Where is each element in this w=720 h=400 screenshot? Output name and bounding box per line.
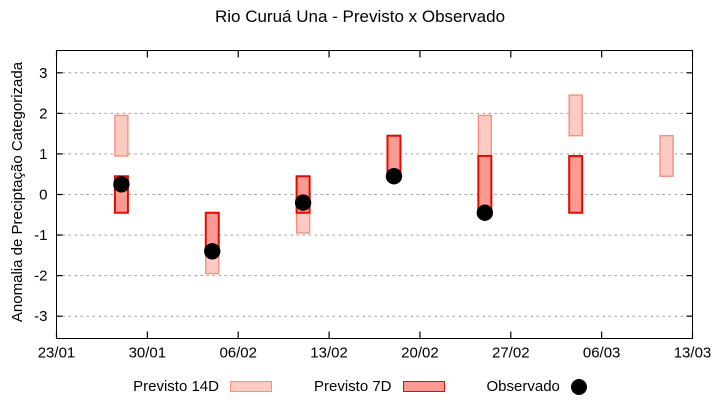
y-tick-label: -1 [34, 227, 47, 244]
observado-point [294, 194, 312, 211]
y-tick-label: 2 [39, 105, 47, 122]
chart-title: Rio Curuá Una - Previsto x Observado [214, 7, 506, 26]
y-tick-label: -2 [34, 268, 47, 285]
legend-item: Previsto 14D [133, 378, 272, 395]
y-tick-label: 0 [39, 187, 47, 204]
x-tick-label: 20/02 [401, 345, 439, 362]
y-tick-label: 3 [39, 65, 47, 82]
previsto-14d-swatch-icon [229, 381, 272, 392]
previsto-14d-bar [568, 94, 583, 137]
previsto-7d-bar [477, 154, 493, 214]
y-tick-label: -3 [34, 308, 47, 325]
legend-label: Previsto 7D [313, 378, 392, 395]
observado-point [204, 243, 221, 260]
legend-label: Previsto 14D [133, 378, 219, 395]
observado-point [476, 204, 494, 221]
previsto-14d-bar [477, 114, 493, 157]
y-tick-label: 1 [39, 146, 47, 163]
x-tick-label: 06/02 [219, 345, 257, 362]
legend-item: Observado [487, 378, 587, 395]
x-tick-label: 13/02 [310, 345, 348, 362]
legend-item: Previsto 7D [314, 378, 445, 395]
legend-label: Observado [486, 378, 560, 395]
previsto-7d-swatch-icon [402, 381, 445, 392]
previsto-14d-bar [659, 134, 674, 177]
legend: Previsto 14D Previsto 7D Observado [0, 378, 720, 395]
x-tick-label: 13/03 [674, 345, 712, 362]
observado-dot-icon [570, 378, 587, 395]
x-tick-label: 06/03 [583, 345, 621, 362]
x-tick-label: 27/02 [492, 345, 530, 362]
previsto-14d-bar [114, 114, 129, 157]
observado-point [113, 176, 130, 193]
x-tick-label: 30/01 [129, 345, 167, 362]
observado-point [385, 168, 403, 185]
previsto-7d-bar [568, 154, 584, 214]
x-tick-label: 23/01 [38, 345, 76, 362]
